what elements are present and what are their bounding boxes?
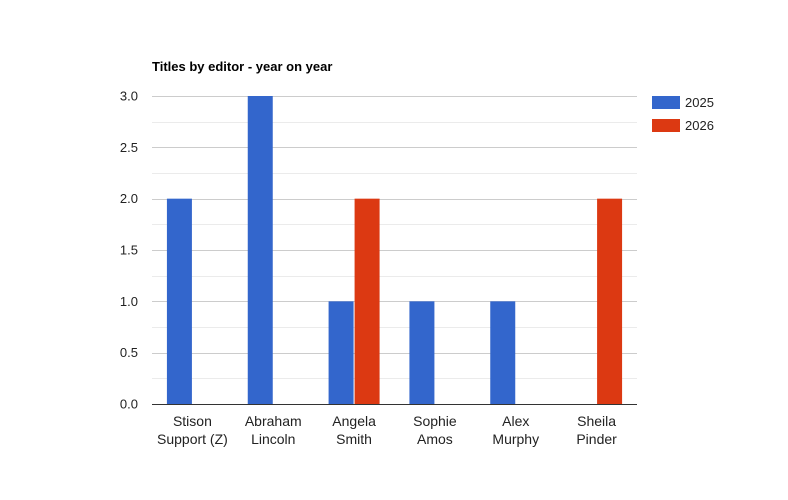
legend-item-2026[interactable]: 2026: [652, 118, 714, 133]
bar-2026[interactable]: [354, 198, 380, 404]
legend-item-2025[interactable]: 2025: [652, 95, 714, 110]
legend-swatch: [652, 119, 680, 132]
category-label: Stison Support (Z): [157, 413, 228, 447]
bar-2025[interactable]: [490, 301, 516, 404]
bar-2026[interactable]: [597, 198, 623, 404]
y-tick-label: 0.5: [120, 345, 138, 360]
y-tick-label: 0.0: [120, 397, 138, 412]
category-label: Abraham Lincoln: [245, 413, 302, 447]
gridlines: [152, 96, 637, 379]
category-label: Sheila Pinder: [576, 413, 617, 447]
legend-label: 2025: [685, 95, 714, 110]
bar-2025[interactable]: [247, 96, 273, 404]
bar-2025[interactable]: [328, 301, 354, 404]
y-tick-label: 2.0: [120, 191, 138, 206]
bar-2025[interactable]: [409, 301, 435, 404]
y-tick-label: 1.5: [120, 243, 138, 258]
category-label: Sophie Amos: [413, 413, 457, 447]
category-label: Angela Smith: [332, 413, 376, 447]
y-axis: 0.0 0.5 1.0 1.5 2.0 2.5 3.0: [120, 89, 138, 412]
y-tick-label: 3.0: [120, 89, 138, 104]
y-tick-label: 1.0: [120, 294, 138, 309]
chart-title: Titles by editor - year on year: [152, 59, 332, 74]
category-label: Alex Murphy: [492, 413, 539, 447]
y-tick-label: 2.5: [120, 140, 138, 155]
x-axis: Stison Support (Z) Abraham Lincoln Angela Smi…: [152, 404, 637, 447]
legend-swatch: [652, 96, 680, 109]
legend-label: 2026: [685, 118, 714, 133]
bars: [166, 96, 623, 404]
bar-2025[interactable]: [166, 198, 192, 404]
legend[interactable]: 2025 2026: [652, 95, 714, 133]
